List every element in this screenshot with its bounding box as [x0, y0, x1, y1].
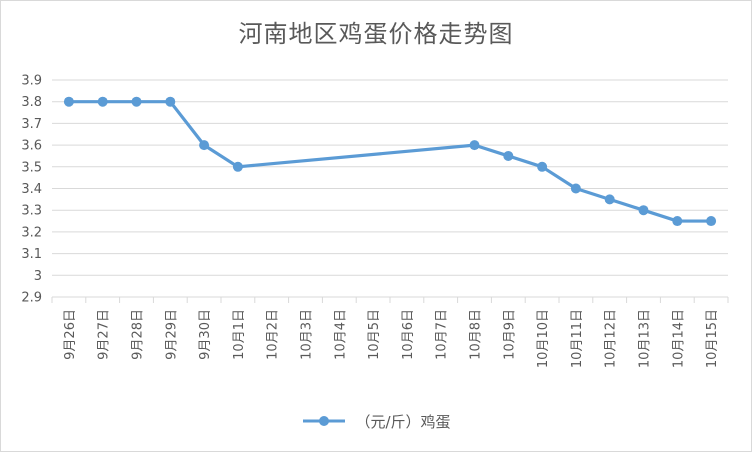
y-tick-label: 3.9 [21, 74, 42, 89]
x-tick-label: 10月5日 [367, 309, 382, 360]
x-tick-label: 9月28日 [131, 309, 146, 360]
x-tick-label: 10月9日 [502, 309, 517, 360]
data-point [537, 161, 548, 172]
data-point [503, 150, 514, 161]
data-point [165, 96, 176, 107]
data-point [199, 140, 210, 151]
x-tick-label: 10月1日 [232, 309, 247, 360]
x-tick-label: 10月3日 [300, 309, 315, 360]
data-point [638, 205, 649, 216]
y-tick-label: 3.7 [21, 117, 42, 132]
data-point [232, 161, 243, 172]
y-tick-label: 3.6 [21, 139, 42, 154]
x-tick-label: 10月13日 [638, 309, 653, 368]
y-tick-label: 3.2 [21, 225, 42, 240]
x-tick-label: 9月30日 [198, 309, 213, 360]
y-tick-label: 3.5 [21, 160, 42, 175]
data-point [570, 183, 581, 194]
data-point [97, 96, 108, 107]
y-tick-label: 2.9 [21, 291, 42, 306]
y-tick-label: 3.3 [21, 204, 42, 219]
y-tick-label: 3.1 [21, 247, 42, 262]
x-tick-label: 9月27日 [97, 309, 112, 360]
x-tick-label: 9月29日 [164, 309, 179, 360]
data-point [131, 96, 142, 107]
data-point [63, 96, 74, 107]
x-tick-label: 10月10日 [536, 309, 551, 368]
legend-marker [303, 416, 346, 426]
x-tick-label: 9月26日 [63, 309, 78, 360]
y-tick-label: 3.4 [21, 182, 42, 197]
data-point [672, 216, 683, 227]
legend: （元/斤）鸡蛋 [0, 406, 752, 436]
x-tick-label: 10月8日 [469, 309, 484, 360]
x-tick-label: 10月4日 [333, 309, 348, 360]
x-tick-label: 10月7日 [435, 309, 450, 360]
y-tick-label: 3.8 [21, 95, 42, 110]
series-line [67, 100, 713, 223]
x-tick-label: 10月2日 [266, 309, 281, 360]
chart-title: 河南地区鸡蛋价格走势图 [238, 20, 514, 48]
data-point [706, 216, 717, 227]
legend-label: （元/斤）鸡蛋 [355, 412, 451, 431]
x-tick-label: 10月14日 [671, 309, 686, 368]
x-tick-label: 10月15日 [705, 309, 720, 368]
x-tick-label: 10月11日 [570, 309, 585, 368]
x-tick-label: 10月12日 [604, 309, 619, 368]
data-point [604, 194, 615, 205]
data-point [469, 140, 480, 151]
y-tick-label: 3 [34, 269, 42, 284]
x-tick-label: 10月6日 [401, 309, 416, 360]
